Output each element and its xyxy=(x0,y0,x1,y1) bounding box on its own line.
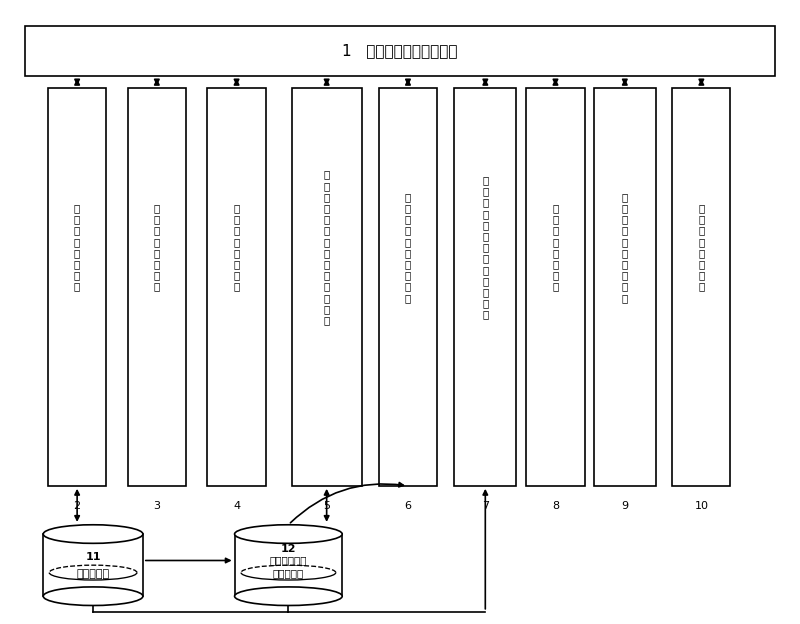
Bar xyxy=(526,89,585,486)
Text: 2: 2 xyxy=(74,502,81,512)
Text: 表
面
加
工
方
法
可
行
性
检
测
模
块: 表 面 加 工 方 法 可 行 性 检 测 模 块 xyxy=(482,175,489,319)
Text: 8: 8 xyxy=(552,502,559,512)
Text: 零
件
信
息
输
入
模
块: 零 件 信 息 输 入 模 块 xyxy=(154,203,160,291)
Bar xyxy=(672,89,730,486)
Bar xyxy=(379,89,437,486)
Text: 表
面
加
工
方
法
生
成
模
块: 表 面 加 工 方 法 生 成 模 块 xyxy=(405,192,411,303)
Bar xyxy=(291,89,362,486)
Ellipse shape xyxy=(234,525,342,544)
Text: 特
征
因
子
优
化
选
择
模
块: 特 征 因 子 优 化 选 择 模 块 xyxy=(622,192,628,303)
Text: 12: 12 xyxy=(281,544,296,554)
Bar xyxy=(594,89,656,486)
Bar xyxy=(454,89,516,486)
Text: 加
工
特
征
输
出
模
块: 加 工 特 征 输 出 模 块 xyxy=(698,203,705,291)
Bar xyxy=(48,89,106,486)
Text: 1   特征检测系统集成平台: 1 特征检测系统集成平台 xyxy=(342,44,458,59)
Text: 7: 7 xyxy=(482,502,489,512)
Text: 特
征
因
子
提
取
模
块: 特 征 因 子 提 取 模 块 xyxy=(552,203,558,291)
Bar xyxy=(43,534,143,596)
Text: 6: 6 xyxy=(405,502,411,512)
Bar xyxy=(207,89,266,486)
Bar xyxy=(128,89,186,486)
Text: 4: 4 xyxy=(233,502,240,512)
Text: 11: 11 xyxy=(86,552,101,562)
Ellipse shape xyxy=(43,587,143,605)
Text: 加
工
表
面
确
定
模
块: 加 工 表 面 确 定 模 块 xyxy=(234,203,240,291)
Text: 表面加工方法
生成方法库: 表面加工方法 生成方法库 xyxy=(270,555,307,578)
Text: 10: 10 xyxy=(694,502,708,512)
Text: 9: 9 xyxy=(622,502,628,512)
Ellipse shape xyxy=(43,525,143,544)
Ellipse shape xyxy=(234,587,342,605)
Text: 3: 3 xyxy=(154,502,160,512)
Bar xyxy=(234,534,342,596)
Text: 刀
具
信
息
更
新
模
块: 刀 具 信 息 更 新 模 块 xyxy=(74,203,80,291)
Text: 5: 5 xyxy=(323,502,330,512)
Text: 表
面
加
工
方
法
生
成
方
法
更
新
模
块: 表 面 加 工 方 法 生 成 方 法 更 新 模 块 xyxy=(323,170,330,325)
Bar xyxy=(26,26,774,76)
Text: 刀具信息库: 刀具信息库 xyxy=(77,569,110,579)
